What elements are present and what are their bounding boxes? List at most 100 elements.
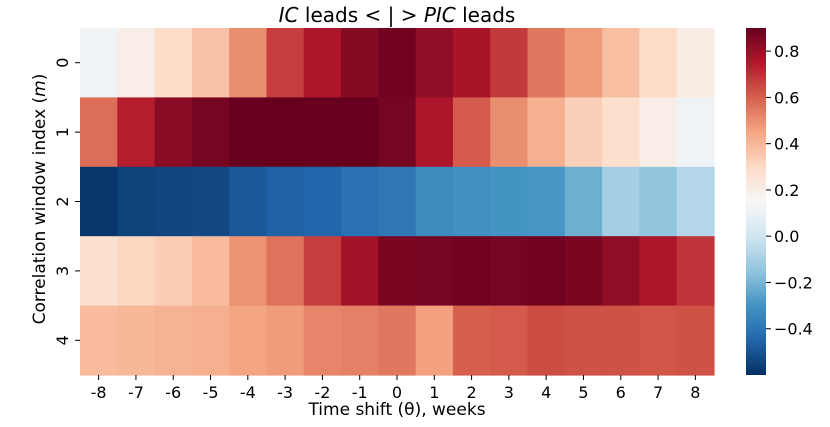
colorbar-tick-label: −0.2 (774, 273, 813, 292)
heatmap-cell (191, 236, 230, 307)
title-middle: leads < | > (298, 3, 424, 27)
heatmap-cell (229, 28, 268, 98)
heatmap-cell (266, 305, 305, 376)
chart-title: IC leads < | > PIC leads (80, 2, 714, 28)
heatmap-cell (378, 236, 417, 307)
heatmap-cell (490, 97, 529, 168)
heatmap-cell (229, 97, 268, 168)
heatmap-cell (191, 97, 230, 168)
heatmap-cell (303, 28, 342, 98)
heatmap-cell (452, 236, 491, 307)
heatmap-cell (341, 166, 379, 237)
heatmap-cell (154, 166, 193, 237)
y-tick-label: 4 (53, 335, 72, 345)
heatmap-cell (564, 305, 603, 376)
heatmap-cell (80, 97, 118, 168)
heatmap-cell (229, 166, 268, 237)
heatmap-cell (117, 166, 156, 237)
heatmap-cell (527, 97, 566, 168)
heatmap-cell (602, 236, 641, 307)
colorbar-ticks: 0.8 0.6 0.4 0.2 0.0 −0.2 −0.4 (766, 42, 813, 339)
title-ic: IC (278, 3, 299, 27)
heatmap-cell (266, 236, 305, 307)
heatmap-cell (341, 236, 379, 307)
heatmap-cell (341, 28, 379, 98)
heatmap-cell (415, 305, 454, 376)
heatmap-cell (117, 236, 156, 307)
heatmap-cell (639, 166, 678, 237)
x-tick-label: -7 (128, 383, 144, 402)
heatmap-cell (229, 236, 268, 307)
heatmap-cell (378, 305, 417, 376)
heatmap-cell (676, 28, 715, 98)
colorbar-tick-label: 0.6 (774, 88, 799, 107)
heatmap-cell (191, 166, 230, 237)
heatmap-cell (490, 236, 529, 307)
heatmap-cell (80, 166, 118, 237)
x-tick-label: -2 (314, 383, 330, 402)
heatmap-cell (415, 166, 454, 237)
heatmap-cell (154, 305, 193, 376)
y-axis-ticks: 0 1 2 3 4 (53, 58, 80, 345)
heatmap-cell (415, 236, 454, 307)
heatmap-cell (303, 97, 342, 168)
heatmap-cell (452, 97, 491, 168)
heatmap-cell (527, 305, 566, 376)
heatmap-cell (191, 28, 230, 98)
heatmap-cells (80, 28, 715, 376)
heatmap-cell (452, 166, 491, 237)
heatmap-cell (527, 236, 566, 307)
heatmap-cell (490, 28, 529, 98)
heatmap-cell (452, 305, 491, 376)
y-tick-label: 0 (53, 58, 72, 68)
heatmap-cell (602, 97, 641, 168)
heatmap-cell (602, 305, 641, 376)
heatmap-cell (676, 166, 715, 237)
heatmap-cell (415, 97, 454, 168)
x-tick-label: 2 (466, 383, 476, 402)
x-tick-label: 4 (541, 383, 551, 402)
heatmap-cell (676, 236, 715, 307)
y-axis-label-close: ) (30, 73, 50, 81)
heatmap-cell (154, 236, 193, 307)
x-tick-label: 3 (504, 383, 514, 402)
heatmap-cell (80, 305, 118, 376)
title-end: leads (455, 3, 516, 27)
x-tick-label: -6 (165, 383, 181, 402)
heatmap-cell (117, 97, 156, 168)
y-axis-label-var: m (30, 80, 50, 97)
y-axis-label: Correlation window index (m) (29, 34, 51, 364)
heatmap-cell (602, 28, 641, 98)
heatmap-cell (303, 236, 342, 307)
heatmap-cell (378, 97, 417, 168)
heatmap-cell (564, 236, 603, 307)
colorbar-tick-label: 0.0 (774, 227, 799, 246)
colorbar (746, 28, 766, 375)
x-tick-label: 5 (578, 383, 588, 402)
y-tick-label: 1 (53, 127, 72, 137)
heatmap-cell (676, 97, 715, 168)
x-tick-label: 1 (429, 383, 439, 402)
heatmap-cell (154, 28, 193, 98)
heatmap-cell (452, 28, 491, 98)
heatmap-cell (564, 28, 603, 98)
x-tick-label: 8 (690, 383, 700, 402)
heatmap-cell (378, 28, 417, 98)
x-axis-ticks: -8 -7 -6 -5 -4 -3 -2 -1 0 1 2 3 4 5 6 7 8 (91, 375, 700, 402)
heatmap-cell (303, 305, 342, 376)
title-pic: PIC (423, 3, 456, 27)
heatmap-cell (490, 305, 529, 376)
heatmap-cell (415, 28, 454, 98)
heatmap-cell (639, 305, 678, 376)
heatmap-cell (602, 166, 641, 237)
heatmap-cell (154, 97, 193, 168)
heatmap-cell (564, 97, 603, 168)
heatmap-cell (80, 28, 118, 98)
colorbar-tick-label: −0.4 (774, 320, 813, 339)
x-tick-label: 7 (653, 383, 663, 402)
heatmap-cell (378, 166, 417, 237)
colorbar-tick-label: 0.2 (774, 181, 799, 200)
heatmap-cell (639, 236, 678, 307)
heatmap-cell (266, 97, 305, 168)
x-tick-label: 6 (616, 383, 626, 402)
